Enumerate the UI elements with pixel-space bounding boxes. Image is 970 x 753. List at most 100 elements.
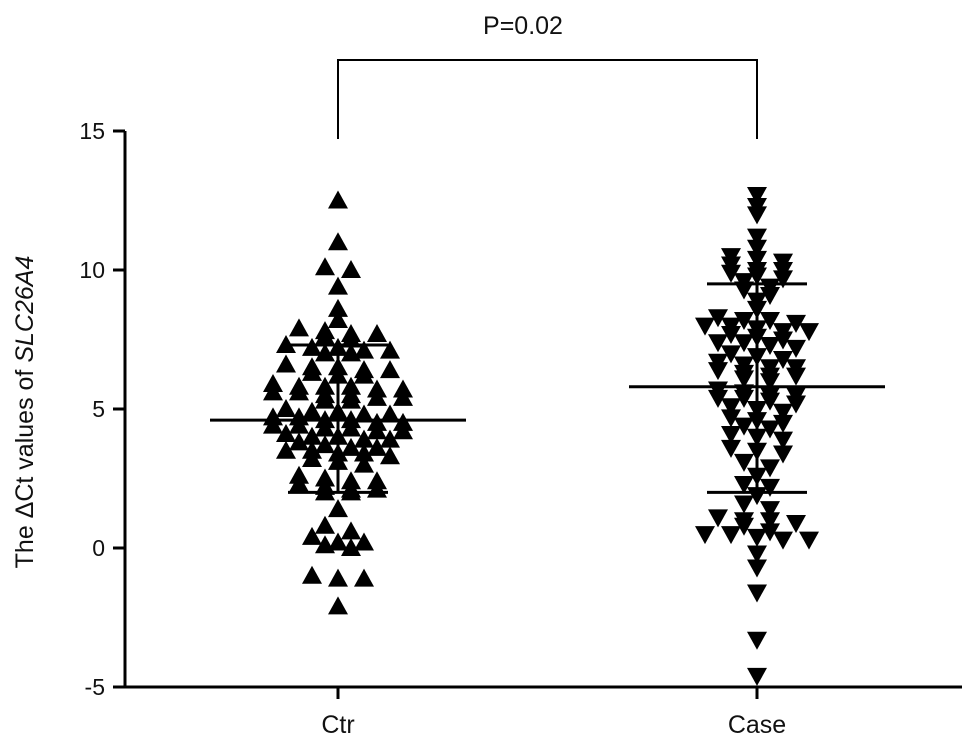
y-axis-label-prefix: The ΔCt values of <box>11 363 39 569</box>
case-point <box>747 239 767 258</box>
ctr-point <box>354 454 374 473</box>
ctr-point <box>380 360 400 379</box>
case-point <box>734 281 754 300</box>
case-point <box>747 250 767 269</box>
ctr-point <box>289 432 309 451</box>
ctr-point <box>315 435 335 454</box>
ctr-point <box>315 535 335 554</box>
ctr-point <box>367 323 387 342</box>
case-point <box>773 270 793 289</box>
case-point <box>734 312 754 331</box>
case-point <box>734 453 754 472</box>
case-point <box>734 495 754 514</box>
case-point <box>721 526 741 545</box>
ctr-point <box>380 429 400 448</box>
case-point <box>773 350 793 369</box>
case-point <box>786 367 806 386</box>
y-tick-label: -5 <box>85 674 105 700</box>
case-point <box>760 373 780 392</box>
y-axis-label: The ΔCt values of SLC26A4 <box>11 256 39 569</box>
case-point <box>734 517 754 536</box>
ctr-point <box>289 415 309 434</box>
case-point <box>760 337 780 356</box>
ctr-point <box>354 404 374 423</box>
ctr-point <box>276 335 296 354</box>
case-point <box>747 667 767 686</box>
case-point <box>721 426 741 445</box>
y-tick-label: 0 <box>92 535 105 561</box>
case-point <box>721 398 741 417</box>
ctr-point <box>341 538 361 556</box>
ctr-point <box>328 532 348 551</box>
ctr-point <box>328 190 348 209</box>
y-tick-label: 5 <box>92 396 105 422</box>
ctr-point <box>263 415 283 434</box>
ctr-point <box>354 365 374 384</box>
case-point <box>734 389 754 408</box>
ctr-point <box>302 401 322 420</box>
ctr-point <box>367 421 387 440</box>
case-point <box>760 312 780 331</box>
case-point <box>747 267 767 286</box>
case-point <box>708 362 728 381</box>
ctr-point <box>315 418 335 437</box>
ctr-point <box>367 387 387 406</box>
ctr-point <box>302 565 322 584</box>
case-point <box>747 631 767 650</box>
case-point <box>760 459 780 478</box>
ctr-point <box>315 257 335 276</box>
ctr-point <box>276 399 296 417</box>
case-point <box>760 392 780 411</box>
ctr-point <box>328 298 348 317</box>
ctr-point <box>367 437 387 456</box>
case-point <box>773 331 793 350</box>
case-point <box>747 228 767 247</box>
case-point <box>721 345 741 364</box>
case-point <box>760 523 780 542</box>
case-point <box>721 264 741 283</box>
ctr-point <box>315 343 335 362</box>
case-point <box>760 501 780 520</box>
ctr-point <box>341 260 361 278</box>
case-point <box>786 395 806 414</box>
case-point <box>734 370 754 389</box>
ctr-point <box>315 390 335 409</box>
ctr-point <box>354 443 374 462</box>
ctr-point <box>341 329 361 348</box>
case-point <box>708 334 728 353</box>
ctr-point <box>341 418 361 437</box>
case-point <box>773 531 793 550</box>
case-point <box>695 526 715 545</box>
ctr-point <box>393 387 413 406</box>
ctr-point <box>276 424 296 443</box>
case-point <box>773 403 793 422</box>
case-point <box>734 417 754 436</box>
y-tick-label: 15 <box>79 118 105 144</box>
data-marks <box>263 186 819 686</box>
case-point <box>747 186 767 205</box>
case-point <box>747 528 767 547</box>
ctr-point <box>380 446 400 465</box>
case-point <box>734 334 754 353</box>
case-point <box>721 439 741 458</box>
ctr-point <box>302 426 322 445</box>
ctr-point <box>328 232 348 251</box>
case-point <box>747 206 767 225</box>
case-point <box>747 559 767 578</box>
case-point <box>799 323 819 342</box>
case-point <box>773 445 793 464</box>
case-point <box>734 476 754 495</box>
ctr-point <box>276 440 296 459</box>
ctr-point <box>354 340 374 359</box>
x-tick-label: Ctr <box>321 711 354 739</box>
case-point <box>747 545 767 564</box>
ctr-point <box>328 568 348 587</box>
ctr-point <box>393 421 413 440</box>
ctr-point <box>263 382 283 401</box>
case-point <box>773 431 793 450</box>
case-point <box>708 389 728 408</box>
significance-bracket <box>337 59 758 139</box>
case-point <box>760 512 780 531</box>
ctr-point <box>341 437 361 456</box>
